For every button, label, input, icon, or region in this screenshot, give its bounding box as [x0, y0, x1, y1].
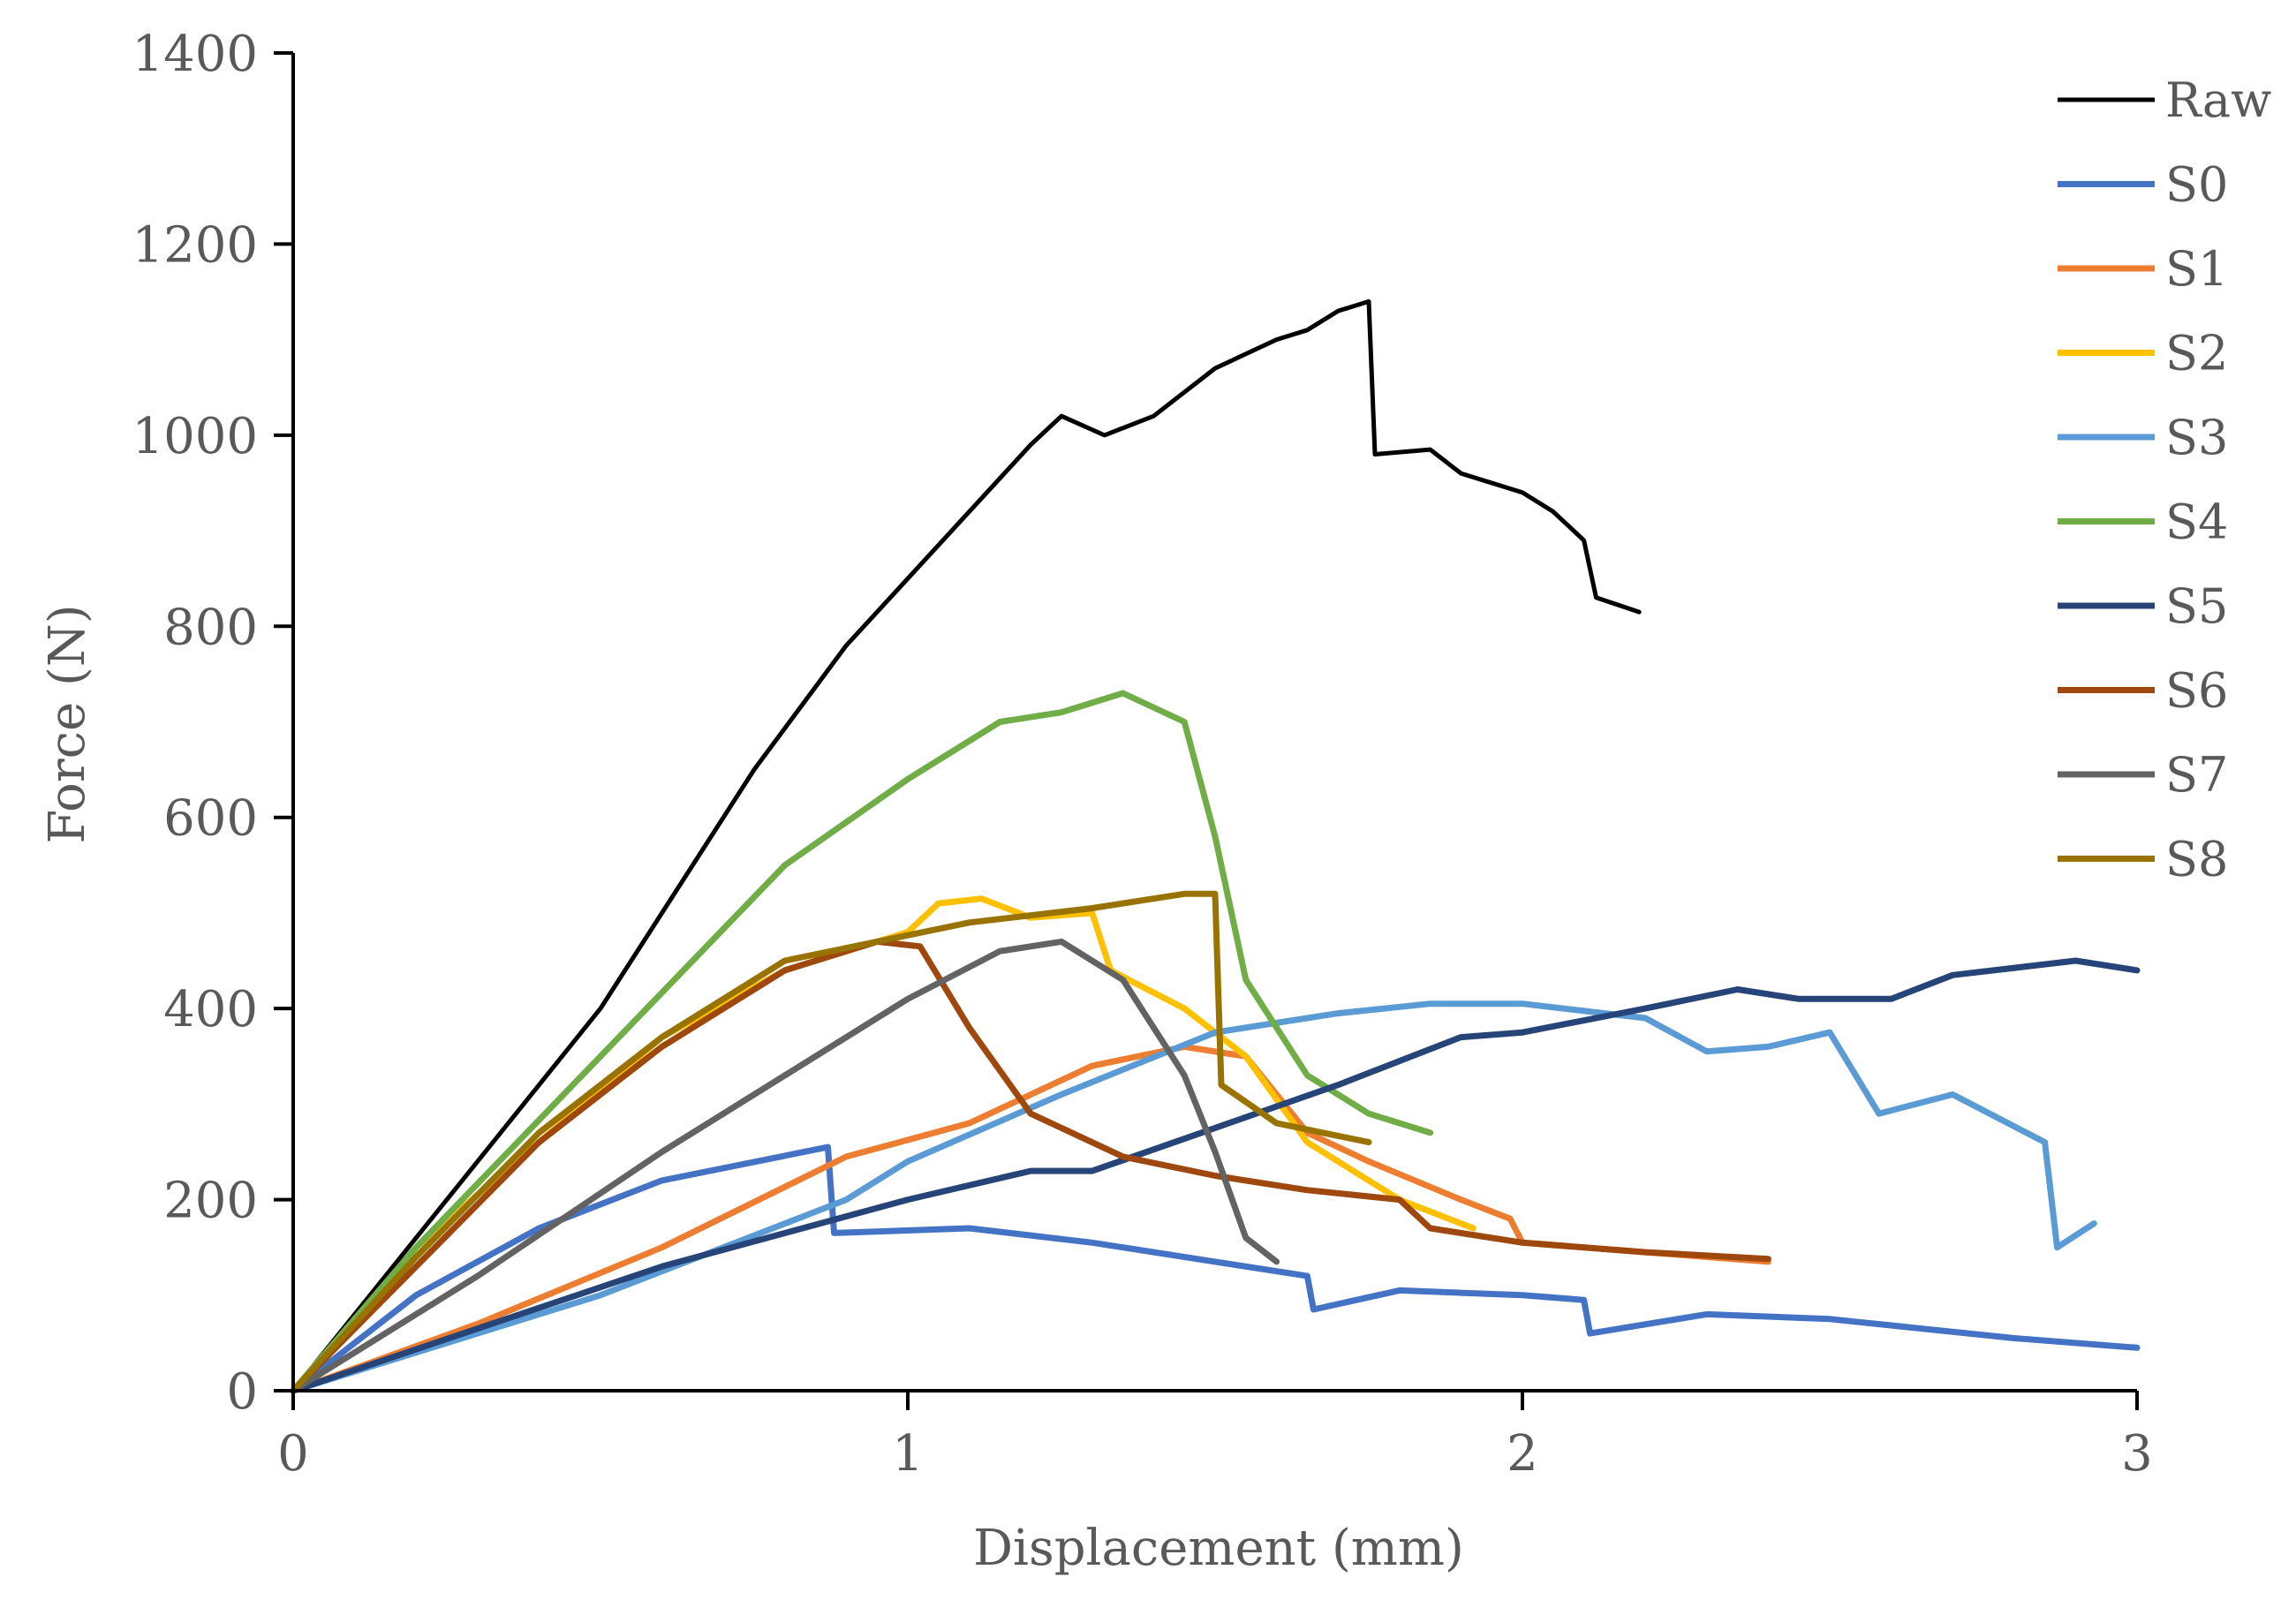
legend-item-s4: S4 — [2058, 494, 2228, 550]
series-line-s0 — [290, 1143, 2141, 1394]
y-tick-label: 1200 — [132, 216, 258, 274]
legend: Raw S0 S1 S2 S3 S4 S5 S6 S7 S8 — [2058, 72, 2271, 887]
series-line-s5 — [290, 957, 2141, 1394]
y-tick-label: 800 — [163, 599, 258, 656]
legend-label: S8 — [2165, 832, 2228, 887]
y-tick-label: 0 — [226, 1363, 258, 1421]
legend-item-s1: S1 — [2058, 241, 2228, 297]
series-line-s2 — [290, 895, 1477, 1394]
y-axis-title: Force (N) — [39, 604, 96, 843]
x-tick-label: 0 — [277, 1425, 309, 1483]
legend-label: S4 — [2165, 494, 2228, 550]
legend-item-s0: S0 — [2058, 157, 2228, 213]
series-line-s1 — [290, 1043, 1771, 1394]
y-tick-label: 400 — [163, 981, 258, 1038]
legend-label: S1 — [2165, 241, 2228, 297]
x-axis-title: Displacement (mm) — [973, 1520, 1464, 1577]
legend-item-s7: S7 — [2058, 747, 2228, 803]
legend-label: Raw — [2165, 72, 2271, 128]
series-line-s4 — [290, 690, 1434, 1394]
legend-label: S2 — [2165, 326, 2228, 381]
y-tick-label: 200 — [163, 1173, 258, 1230]
x-tick-label: 2 — [1507, 1425, 1538, 1483]
x-tick-label: 3 — [2121, 1425, 2153, 1483]
legend-label: S0 — [2165, 157, 2228, 213]
legend-item-s2: S2 — [2058, 326, 2228, 381]
plot-area — [290, 298, 2141, 1394]
legend-label: S7 — [2165, 747, 2228, 803]
series-line-raw — [291, 298, 1642, 1393]
legend-item-s6: S6 — [2058, 663, 2228, 719]
legend-label: S5 — [2165, 578, 2228, 634]
series-line-s8 — [290, 890, 1372, 1394]
x-tick-label: 1 — [892, 1425, 924, 1483]
legend-label: S6 — [2165, 663, 2228, 719]
y-tick-label: 600 — [163, 790, 258, 848]
y-tick-label: 1000 — [132, 408, 258, 465]
y-tick-label: 1400 — [132, 26, 258, 83]
legend-item-s3: S3 — [2058, 410, 2228, 465]
legend-item-s5: S5 — [2058, 578, 2228, 634]
legend-item-raw: Raw — [2058, 72, 2271, 128]
series-line-s3 — [290, 1000, 2097, 1394]
axes: 0 200 400 600 800 1000 1200 1400 0 1 2 3 — [132, 26, 2152, 1483]
legend-label: S3 — [2165, 410, 2228, 465]
series-line-s7 — [290, 938, 1280, 1394]
legend-item-s8: S8 — [2058, 832, 2228, 887]
series-line-s6 — [290, 938, 1771, 1394]
